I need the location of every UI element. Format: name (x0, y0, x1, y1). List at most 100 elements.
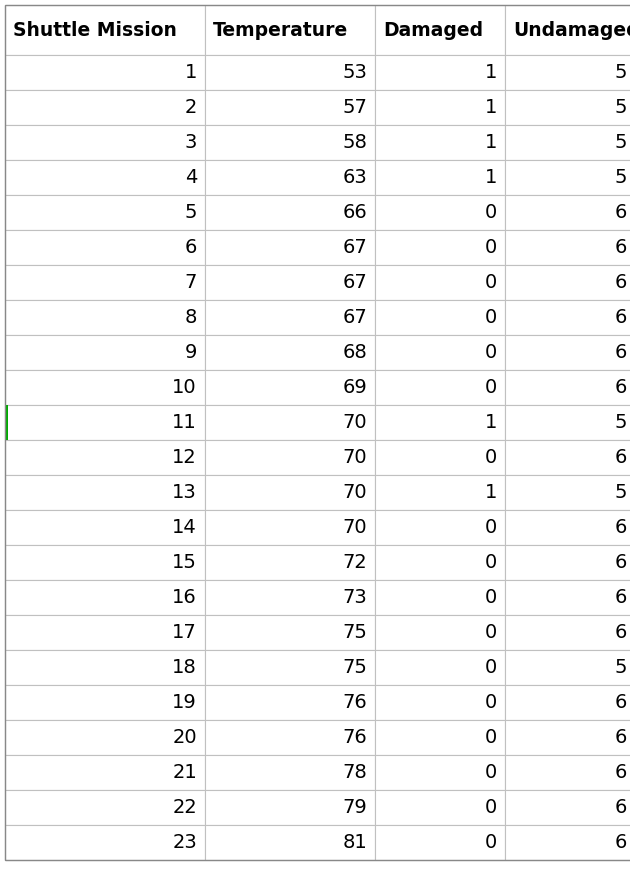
Bar (5, 650, 205, 685)
Bar (5, 160, 205, 195)
Text: 3: 3 (185, 133, 197, 152)
Bar (375, 405, 505, 440)
Text: Undamaged: Undamaged (513, 20, 630, 40)
Text: 18: 18 (172, 658, 197, 677)
Text: 81: 81 (342, 833, 367, 852)
Text: 0: 0 (484, 273, 497, 292)
Bar (375, 90, 505, 125)
Text: 9: 9 (185, 343, 197, 362)
Text: 0: 0 (484, 658, 497, 677)
Bar (5, 370, 205, 405)
Text: 0: 0 (484, 798, 497, 817)
Text: 58: 58 (342, 133, 367, 152)
Bar (5, 300, 205, 335)
Bar (205, 580, 375, 615)
Bar (205, 440, 375, 475)
Bar (5, 615, 205, 650)
Bar (375, 125, 505, 160)
Bar (375, 545, 505, 580)
Bar (205, 720, 375, 755)
Bar (205, 825, 375, 860)
Bar (505, 615, 630, 650)
Bar (505, 90, 630, 125)
Text: 6: 6 (615, 588, 627, 607)
Bar (205, 545, 375, 580)
Text: 17: 17 (172, 623, 197, 642)
Text: 6: 6 (615, 763, 627, 782)
Text: 6: 6 (615, 343, 627, 362)
Bar (505, 510, 630, 545)
Bar (205, 125, 375, 160)
Text: 6: 6 (615, 623, 627, 642)
Bar (5, 55, 205, 90)
Bar (5, 510, 205, 545)
Text: 70: 70 (342, 518, 367, 537)
Text: 0: 0 (484, 833, 497, 852)
Bar (205, 685, 375, 720)
Text: 76: 76 (342, 693, 367, 712)
Bar (5, 230, 205, 265)
Bar (205, 790, 375, 825)
Text: 1: 1 (484, 483, 497, 502)
Text: 72: 72 (342, 553, 367, 572)
Text: 0: 0 (484, 448, 497, 467)
Bar (5, 545, 205, 580)
Bar (375, 370, 505, 405)
Text: 6: 6 (615, 833, 627, 852)
Bar (505, 5, 630, 55)
Bar (375, 650, 505, 685)
Text: 6: 6 (185, 238, 197, 257)
Text: 75: 75 (342, 658, 367, 677)
Text: 20: 20 (173, 728, 197, 747)
Text: 53: 53 (342, 63, 367, 82)
Text: 21: 21 (172, 763, 197, 782)
Text: 12: 12 (172, 448, 197, 467)
Bar (205, 195, 375, 230)
Text: 70: 70 (342, 413, 367, 432)
Bar (205, 335, 375, 370)
Bar (205, 230, 375, 265)
Text: 0: 0 (484, 238, 497, 257)
Bar (505, 825, 630, 860)
Bar (375, 755, 505, 790)
Bar (5, 580, 205, 615)
Text: 13: 13 (172, 483, 197, 502)
Bar (505, 55, 630, 90)
Text: 76: 76 (342, 728, 367, 747)
Text: 6: 6 (615, 693, 627, 712)
Bar (205, 650, 375, 685)
Bar (505, 685, 630, 720)
Bar (205, 510, 375, 545)
Bar (375, 685, 505, 720)
Text: 5: 5 (614, 168, 627, 187)
Text: 1: 1 (484, 413, 497, 432)
Text: 67: 67 (342, 308, 367, 327)
Text: 6: 6 (615, 518, 627, 537)
Bar (5, 405, 205, 440)
Text: 5: 5 (614, 98, 627, 117)
Bar (505, 300, 630, 335)
Text: 6: 6 (615, 203, 627, 222)
Bar (205, 265, 375, 300)
Bar (205, 475, 375, 510)
Text: 66: 66 (342, 203, 367, 222)
Text: 63: 63 (342, 168, 367, 187)
Bar (505, 545, 630, 580)
Text: Shuttle Mission: Shuttle Mission (13, 20, 177, 40)
Text: 1: 1 (484, 98, 497, 117)
Bar (375, 335, 505, 370)
Bar (205, 90, 375, 125)
Bar (375, 5, 505, 55)
Bar (5, 90, 205, 125)
Bar (5, 125, 205, 160)
Bar (5, 335, 205, 370)
Bar (205, 160, 375, 195)
Text: 0: 0 (484, 343, 497, 362)
Text: 1: 1 (185, 63, 197, 82)
Bar (505, 230, 630, 265)
Text: 8: 8 (185, 308, 197, 327)
Bar (375, 230, 505, 265)
Bar (375, 195, 505, 230)
Bar (375, 265, 505, 300)
Text: 5: 5 (614, 483, 627, 502)
